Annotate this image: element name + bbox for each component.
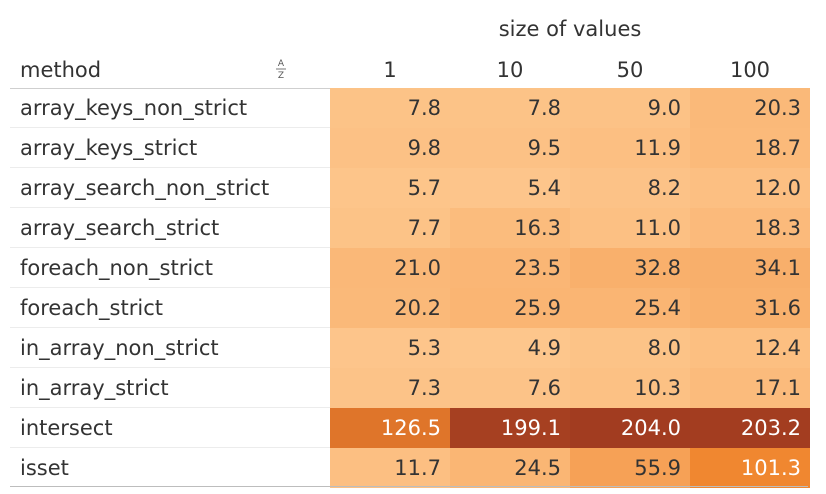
sort-az-icon[interactable]: A Z xyxy=(274,56,288,82)
heatmap-cell: 5.3 xyxy=(330,328,450,368)
row-divider xyxy=(10,327,330,328)
heatmap-cell: 20.2 xyxy=(330,288,450,328)
heatmap-cell: 7.3 xyxy=(330,368,450,408)
heatmap-cell: 9.5 xyxy=(450,128,570,168)
row-label: intersect xyxy=(20,416,113,440)
heatmap-cell: 5.4 xyxy=(450,168,570,208)
heatmap-cell: 8.2 xyxy=(570,168,690,208)
heatmap-cell: 204.0 xyxy=(570,408,690,448)
heatmap-cell: 25.4 xyxy=(570,288,690,328)
row-label: isset xyxy=(20,456,69,480)
heatmap-cell: 7.8 xyxy=(450,88,570,128)
svg-text:A: A xyxy=(278,59,285,69)
heatmap-cell: 21.0 xyxy=(330,248,450,288)
table-row: isset 11.7 24.5 55.9 101.3 xyxy=(10,448,810,488)
table-row: intersect 126.5 199.1 204.0 203.2 xyxy=(10,408,810,448)
table-row: array_keys_strict 9.8 9.5 11.9 18.7 xyxy=(10,128,810,168)
table-row: in_array_non_strict 5.3 4.9 8.0 12.4 xyxy=(10,328,810,368)
column-header-1[interactable]: 1 xyxy=(383,58,397,82)
heatmap-cell: 11.9 xyxy=(570,128,690,168)
heatmap-cell: 31.6 xyxy=(690,288,810,328)
heatmap-cell: 203.2 xyxy=(690,408,810,448)
row-label: array_search_non_strict xyxy=(20,176,270,200)
heatmap-cell: 17.1 xyxy=(690,368,810,408)
heatmap-cell: 4.9 xyxy=(450,328,570,368)
heatmap-cell: 16.3 xyxy=(450,208,570,248)
row-label: foreach_non_strict xyxy=(20,256,213,280)
row-divider xyxy=(10,367,330,368)
table-row: in_array_strict 7.3 7.6 10.3 17.1 xyxy=(10,368,810,408)
table-bottom-border xyxy=(10,486,808,487)
column-header-10[interactable]: 10 xyxy=(496,58,524,82)
heatmap-cell: 12.0 xyxy=(690,168,810,208)
row-divider xyxy=(10,287,330,288)
heatmap-cell: 23.5 xyxy=(450,248,570,288)
heatmap-cell: 8.0 xyxy=(570,328,690,368)
heatmap-cell: 25.9 xyxy=(450,288,570,328)
heatmap-cell: 11.7 xyxy=(330,448,450,488)
row-divider xyxy=(10,247,330,248)
heatmap-cell: 11.0 xyxy=(570,208,690,248)
row-label: array_keys_strict xyxy=(20,136,198,160)
heatmap-cell: 126.5 xyxy=(330,408,450,448)
heatmap-cell: 18.7 xyxy=(690,128,810,168)
heatmap-cell: 7.7 xyxy=(330,208,450,248)
heatmap-cell: 9.0 xyxy=(570,88,690,128)
heatmap-cell: 9.8 xyxy=(330,128,450,168)
column-group-label: size of values xyxy=(498,17,642,41)
column-header-100[interactable]: 100 xyxy=(729,58,771,82)
column-header-50[interactable]: 50 xyxy=(616,58,644,82)
row-divider xyxy=(10,407,330,408)
heatmap-cell: 12.4 xyxy=(690,328,810,368)
heatmap-cell: 55.9 xyxy=(570,448,690,488)
row-divider xyxy=(10,207,330,208)
row-label: foreach_strict xyxy=(20,296,163,320)
heatmap-cell: 34.1 xyxy=(690,248,810,288)
heatmap-cell: 7.6 xyxy=(450,368,570,408)
heatmap-cell: 5.7 xyxy=(330,168,450,208)
heatmap-cell: 24.5 xyxy=(450,448,570,488)
svg-text:Z: Z xyxy=(278,71,284,81)
row-divider xyxy=(10,167,330,168)
table-row: foreach_non_strict 21.0 23.5 32.8 34.1 xyxy=(10,248,810,288)
table-row: foreach_strict 20.2 25.9 25.4 31.6 xyxy=(10,288,810,328)
table-row: array_search_strict 7.7 16.3 11.0 18.3 xyxy=(10,208,810,248)
row-divider xyxy=(10,127,330,128)
row-divider xyxy=(10,447,330,448)
heatmap-cell: 7.8 xyxy=(330,88,450,128)
method-column-header[interactable]: method xyxy=(20,58,102,82)
heatmap-cell: 32.8 xyxy=(570,248,690,288)
heatmap-cell: 101.3 xyxy=(690,448,810,488)
heatmap-cell: 10.3 xyxy=(570,368,690,408)
row-label: in_array_non_strict xyxy=(20,336,219,360)
table-row: array_search_non_strict 5.7 5.4 8.2 12.0 xyxy=(10,168,810,208)
table-row: array_keys_non_strict 7.8 7.8 9.0 20.3 xyxy=(10,88,810,128)
row-label: in_array_strict xyxy=(20,376,169,400)
heatmap-cell: 199.1 xyxy=(450,408,570,448)
heatmap-cell: 20.3 xyxy=(690,88,810,128)
row-label: array_keys_non_strict xyxy=(20,96,248,120)
heatmap-cell: 18.3 xyxy=(690,208,810,248)
row-label: array_search_strict xyxy=(20,216,220,240)
